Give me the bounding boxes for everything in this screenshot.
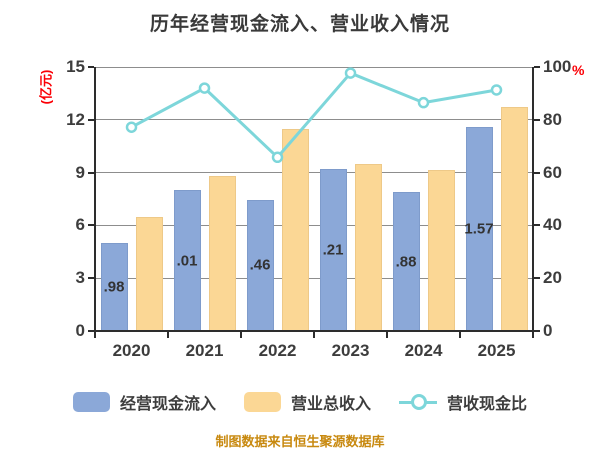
bar-cash-inflow-2022[interactable] <box>246 199 274 331</box>
bar-cash-inflow-2021[interactable] <box>173 190 201 331</box>
left-axis-tick <box>88 277 94 280</box>
grid-line <box>95 224 533 226</box>
left-axis-tick <box>88 330 94 332</box>
bar-revenue-2022[interactable] <box>281 128 309 331</box>
legend-item-revenue[interactable]: 营业总收入 <box>243 390 371 414</box>
left-axis-tick <box>88 66 94 68</box>
x-axis-category-label: 2024 <box>404 341 443 360</box>
legend: 经营现金流入 营业总收入 营收现金比 <box>0 390 600 414</box>
bar-value-label: .01 <box>176 252 198 269</box>
left-axis-tick-label: 0 <box>75 321 85 340</box>
left-axis-tick <box>88 118 94 121</box>
bar-value-label: .21 <box>322 241 344 259</box>
right-axis-tick-label: 20 <box>543 268 562 288</box>
ratio-line-marker-2021[interactable] <box>198 82 211 94</box>
x-axis-tick <box>532 332 534 338</box>
bar-value-label: 1.57 <box>464 220 494 238</box>
left-axis-tick-label: 15 <box>66 57 85 76</box>
right-axis-tick-label: 80 <box>543 109 562 129</box>
source-note: 制图数据来自恒生聚源数据库 <box>215 434 385 449</box>
right-axis-tick <box>534 66 540 68</box>
ratio-line-marker-2022[interactable] <box>271 151 284 164</box>
revenue-swatch-icon <box>243 392 281 412</box>
x-axis-tick <box>459 332 461 338</box>
bar-revenue-2025[interactable] <box>500 107 528 331</box>
right-axis-tick-label: 100 <box>543 57 572 76</box>
right-y-axis-line <box>532 67 534 332</box>
legend-label-ratio: 营收现金比 <box>447 396 528 413</box>
left-axis-tick-label: 3 <box>75 268 85 288</box>
cash-inflow-swatch-icon <box>72 392 110 412</box>
ratio-line-marker-2023[interactable] <box>344 67 357 79</box>
legend-item-cash-inflow[interactable]: 经营现金流入 <box>72 390 216 414</box>
x-axis-tick <box>386 332 388 338</box>
left-axis-tick <box>88 171 94 174</box>
right-axis-unit-label: % <box>572 62 585 78</box>
bar-cash-inflow-2020[interactable] <box>100 243 128 331</box>
left-axis-tick-label: 9 <box>75 162 85 182</box>
left-axis-tick-label: 12 <box>66 109 85 129</box>
ratio-line-marker-2024[interactable] <box>417 96 430 109</box>
ratio-line-marker-2025[interactable] <box>490 84 503 96</box>
x-axis-category-label: 2020 <box>112 341 151 360</box>
right-axis-tick-label: 60 <box>543 162 562 182</box>
left-axis-tick <box>88 224 94 227</box>
grid-line <box>95 66 533 68</box>
x-axis-category-label: 2023 <box>331 341 370 360</box>
x-axis-category-label: 2025 <box>477 341 516 360</box>
right-axis-tick <box>534 277 540 280</box>
right-axis-tick-label: 0 <box>543 321 553 340</box>
bar-cash-inflow-2024[interactable] <box>392 192 420 331</box>
bar-cash-inflow-2023[interactable] <box>319 168 347 331</box>
ratio-line-marker-icon <box>399 392 437 412</box>
x-axis-tick <box>94 332 96 338</box>
bar-value-label: .88 <box>395 253 417 271</box>
bar-value-label: .46 <box>249 256 271 274</box>
right-axis-tick <box>534 171 540 174</box>
ratio-line-marker-2020[interactable] <box>125 121 138 133</box>
bar-cash-inflow-2025[interactable] <box>465 127 493 331</box>
chart-title: 历年经营现金流入、营业收入情况 <box>149 14 450 35</box>
bar-value-label: .98 <box>103 278 125 296</box>
x-axis-tick <box>240 332 242 338</box>
x-axis-category-label: 2021 <box>185 341 224 360</box>
right-axis-tick <box>534 118 540 121</box>
legend-item-ratio[interactable]: 营收现金比 <box>399 390 527 414</box>
x-axis-tick <box>167 332 169 338</box>
grid-line <box>95 277 533 279</box>
x-axis-line <box>95 330 533 332</box>
x-axis-category-label: 2022 <box>258 341 297 360</box>
right-axis-tick <box>534 224 540 227</box>
right-axis-tick <box>534 330 540 332</box>
right-axis-tick-label: 40 <box>543 215 562 235</box>
grid-line <box>95 119 533 121</box>
left-y-axis-line <box>94 67 96 332</box>
legend-label-cash-inflow: 经营现金流入 <box>119 396 216 413</box>
bar-revenue-2020[interactable] <box>135 216 163 331</box>
ratio-line-path <box>130 71 497 159</box>
grid-line <box>95 172 533 174</box>
bar-revenue-2023[interactable] <box>354 164 382 331</box>
legend-label-revenue: 营业总收入 <box>290 396 371 413</box>
x-axis-tick <box>313 332 315 338</box>
bar-revenue-2021[interactable] <box>208 176 236 331</box>
left-axis-tick-label: 6 <box>75 215 85 235</box>
